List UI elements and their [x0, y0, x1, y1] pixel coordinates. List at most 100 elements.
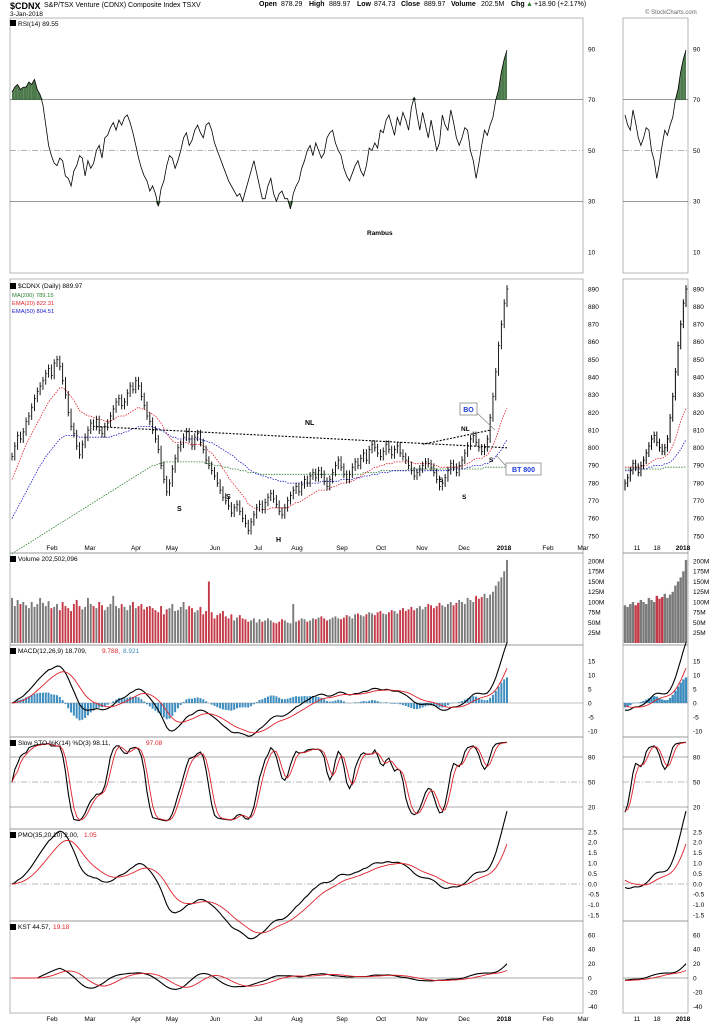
macd-hist-bar [309, 696, 312, 703]
annotation-s-small-head: S [462, 494, 467, 501]
rsi-overbought-fill [12, 87, 15, 100]
volume-bar-zoom [658, 598, 661, 643]
macd-hist-bar [337, 699, 340, 703]
volume-bar [143, 609, 146, 643]
zoom-frame-rsi [622, 17, 689, 274]
close-value: 889.97 [424, 1, 446, 8]
macd-hist-bar [86, 703, 89, 716]
macd-hist-bar [401, 703, 404, 706]
macd-hist-bar-zoom [639, 701, 643, 703]
macd-tick-zoom-2: 0 [693, 700, 697, 707]
macd-hist-bar [393, 703, 396, 704]
volume-bar [165, 609, 168, 643]
volume-bar [368, 612, 371, 643]
macd-hist-bar [396, 703, 399, 704]
ema50-line [11, 426, 508, 519]
watermark: © StockCharts.com [645, 10, 697, 16]
volume-bar [466, 597, 469, 643]
macd-hist-bar [385, 702, 388, 703]
ma200-label: MA(200) 789.15 [12, 293, 54, 299]
macd-hist-bar [81, 703, 84, 720]
ema20-label: EMA(20) 822.31 [12, 301, 54, 307]
volume-bar [255, 622, 258, 643]
volume-bar [33, 606, 36, 643]
volume-bar [306, 621, 309, 643]
macd-hist-bar [303, 695, 306, 703]
volume-bar [131, 602, 134, 643]
macd-hist-bar-zoom [684, 677, 688, 703]
macd-hist-bar-zoom [679, 682, 682, 703]
macd-line [11, 642, 508, 737]
kst-tick-zoom-1: -20 [693, 990, 703, 997]
macd-hist-bar [261, 699, 264, 703]
volume-label: Volume [451, 1, 476, 8]
kst-line-zoom [624, 963, 687, 981]
rsi-tick-4: 90 [588, 46, 596, 53]
zoom-kst-label-2: 2018 [676, 1016, 691, 1023]
macd-hist-bar [328, 701, 331, 703]
volume-bar [213, 618, 216, 643]
price-month-label-9: Nov [416, 545, 428, 552]
volume-bar-zoom [623, 605, 627, 643]
macd-hist-bar [356, 702, 359, 703]
macd-hist-bar [458, 701, 461, 703]
volume-bar [373, 615, 376, 643]
macd-hist-bar [44, 692, 47, 703]
macd-hist-bar [247, 703, 250, 708]
macd-hist-bar [297, 696, 300, 703]
volume-bar [362, 616, 365, 643]
volume-bar [129, 605, 132, 643]
volume-bar [84, 606, 87, 643]
volume-bar [89, 604, 92, 643]
bt-pointer [495, 454, 507, 467]
macd-hist-bar [359, 701, 362, 703]
kst-signal-label: 19.18 [53, 924, 70, 931]
volume-bar [27, 608, 30, 643]
volume-bar [148, 606, 151, 643]
price-tick-1: 760 [588, 516, 599, 523]
macd-hist-bar [219, 703, 222, 709]
volume-bar [109, 604, 112, 643]
volume-bar [286, 622, 289, 643]
volume-bar [452, 605, 455, 643]
macd-hist-bar-zoom [645, 699, 648, 703]
macd-hist-bar-zoom [626, 703, 629, 707]
volume-bar [477, 598, 480, 643]
macd-hist-bar [185, 699, 188, 703]
volume-bar [162, 614, 165, 643]
volume-bar [266, 618, 269, 643]
macd-hist-bar [120, 698, 123, 703]
volume-bar [295, 621, 298, 643]
volume-bar [78, 606, 81, 643]
kst-tick-zoom-3: 20 [693, 961, 701, 968]
volume-bar [56, 604, 58, 643]
volume-bar [317, 617, 320, 643]
volume-bar [238, 615, 241, 643]
macd-tick-zoom-1: -5 [693, 714, 699, 721]
volume-bar [106, 606, 109, 643]
macd-hist-bar [278, 697, 281, 703]
volume-bar [272, 622, 275, 643]
volume-bar [157, 612, 160, 643]
rsi-overbought-fill [37, 89, 41, 100]
bo-pointer [476, 412, 496, 431]
volume-bar-zoom [650, 599, 653, 643]
volume-bar [221, 611, 224, 643]
volume-bar [171, 604, 174, 643]
volume-bar [11, 597, 13, 643]
macd-hist-bar [210, 703, 213, 705]
volume-bar [340, 619, 343, 643]
zoom-frame-kst [622, 920, 689, 1014]
sto-label: Slow STO %K(14) %D(3) 98.11, [18, 740, 110, 747]
macd-hist-bar [446, 703, 449, 706]
price-tick-12: 870 [588, 322, 599, 329]
macd-hist-bar [424, 703, 427, 707]
price-tick-0: 750 [588, 533, 599, 540]
macd-hist-bar [252, 703, 255, 705]
macd-hist-bar [244, 703, 247, 708]
volume-bar [404, 611, 407, 643]
rsi-tick-zoom-4: 90 [693, 46, 701, 53]
macd-hist-bar [103, 703, 106, 707]
pmo-signal-line [11, 839, 508, 934]
kst-month-label-9: Nov [416, 1016, 428, 1023]
